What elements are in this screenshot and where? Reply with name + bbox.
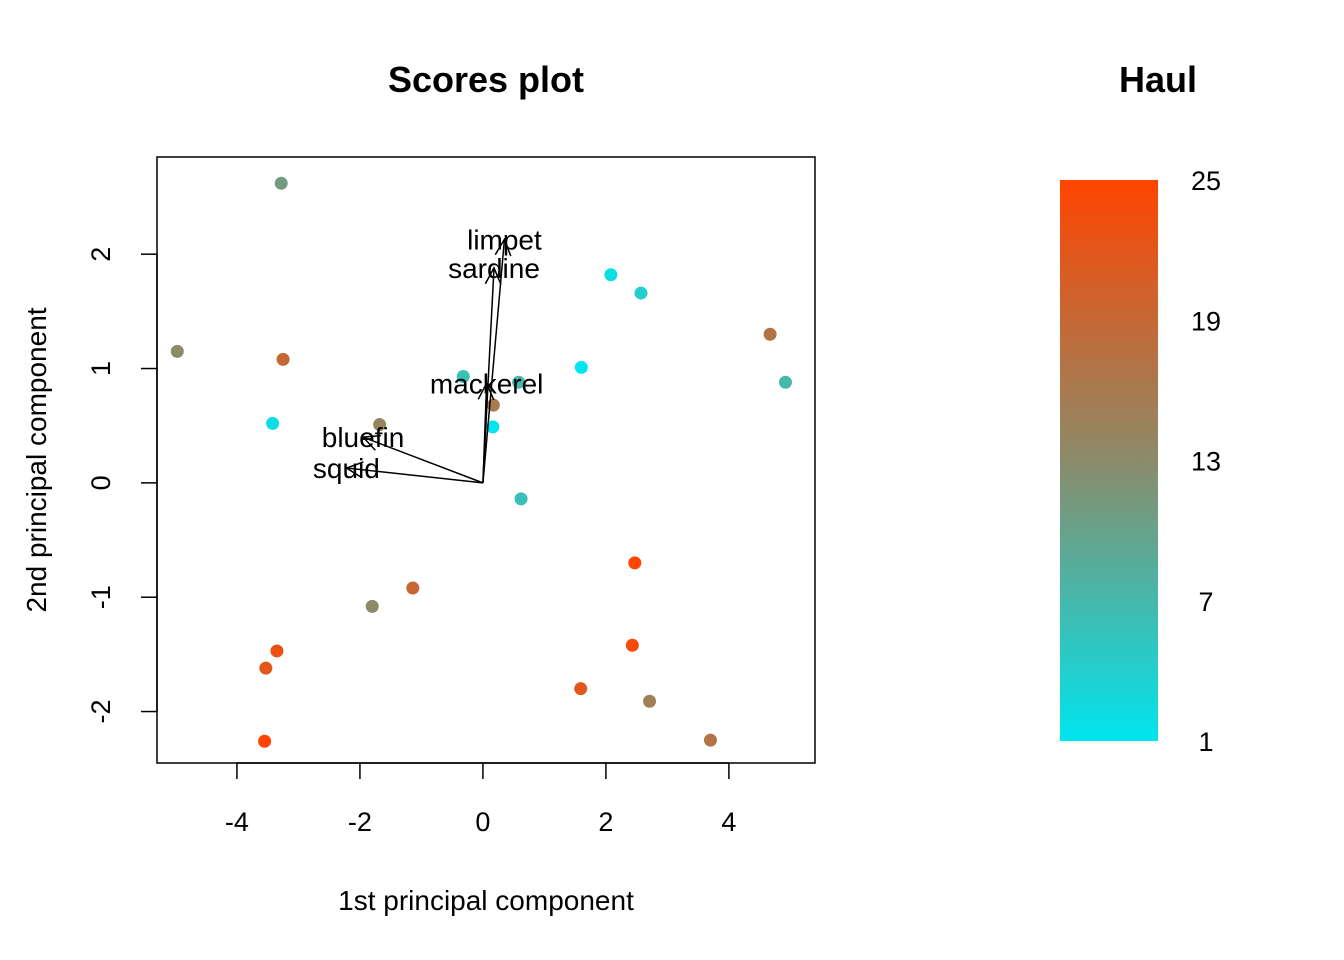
score-point — [634, 286, 648, 300]
x-axis: -4 -2 0 2 4 — [225, 762, 736, 837]
loading-label-limpet: limpet — [467, 224, 542, 255]
loading-arrow-limpet — [482, 239, 506, 483]
loading-arrow-bluefin — [362, 436, 484, 484]
score-point — [778, 375, 792, 389]
y-axis: -2 -1 0 1 2 — [86, 247, 158, 724]
x-tick-label: -2 — [348, 807, 372, 837]
score-point — [258, 734, 272, 748]
score-point — [274, 176, 288, 190]
loading-label-squid: squid — [313, 453, 380, 484]
x-tick-label: 0 — [475, 807, 490, 837]
score-point — [365, 599, 379, 613]
x-axis-label: 1st principal component — [338, 885, 634, 916]
score-point — [276, 352, 290, 366]
chart-title: Scores plot — [388, 59, 584, 100]
loading-label-sardine: sardine — [448, 253, 540, 284]
loading-label-bluefin: bluefin — [322, 422, 405, 453]
score-point — [512, 375, 526, 389]
loading-arrowhead-sardine — [484, 266, 502, 285]
colorbar-tick-label: 13 — [1191, 447, 1221, 477]
score-points — [170, 176, 792, 748]
y-tick-label: 1 — [86, 361, 116, 376]
score-point — [406, 581, 420, 595]
y-tick-label: 0 — [86, 475, 116, 490]
score-point — [373, 418, 387, 432]
score-point — [703, 733, 717, 747]
y-tick-label: 2 — [86, 247, 116, 262]
score-point — [514, 492, 528, 506]
score-point — [643, 694, 657, 708]
colorbar-tick-label: 1 — [1198, 727, 1213, 757]
score-point — [266, 416, 280, 430]
colorbar-title: Haul — [1119, 59, 1197, 100]
score-point — [486, 420, 500, 434]
score-point — [259, 661, 273, 675]
score-point — [604, 268, 618, 282]
x-tick-label: 2 — [598, 807, 613, 837]
loading-arrow-squid — [346, 467, 484, 484]
score-point — [628, 556, 642, 570]
loading-arrowhead-bluefin — [361, 434, 382, 451]
loading-arrow-mackerel — [482, 383, 488, 483]
colorbar-ticks: 1 7 13 19 25 — [1191, 166, 1221, 757]
score-point — [574, 682, 588, 696]
score-point — [270, 644, 284, 658]
colorbar — [1060, 180, 1158, 741]
y-axis-label: 2nd principal component — [21, 307, 52, 612]
colorbar-tick-label: 7 — [1198, 587, 1213, 617]
loading-arrowhead-squid — [344, 461, 364, 479]
score-point — [170, 344, 184, 358]
score-point — [456, 370, 470, 384]
loading-arrowhead-limpet — [494, 237, 512, 257]
x-tick-label: 4 — [721, 807, 736, 837]
colorbar-tick-label: 19 — [1191, 306, 1221, 336]
loading-arrowhead-mackerel — [477, 381, 495, 401]
colorbar-tick-label: 25 — [1191, 166, 1221, 196]
score-point — [625, 638, 639, 652]
y-tick-label: -2 — [86, 700, 116, 724]
score-point — [574, 360, 588, 374]
x-tick-label: -4 — [225, 807, 249, 837]
y-tick-label: -1 — [86, 585, 116, 609]
loading-label-mackerel: mackerel — [430, 368, 544, 399]
score-point — [763, 327, 777, 341]
